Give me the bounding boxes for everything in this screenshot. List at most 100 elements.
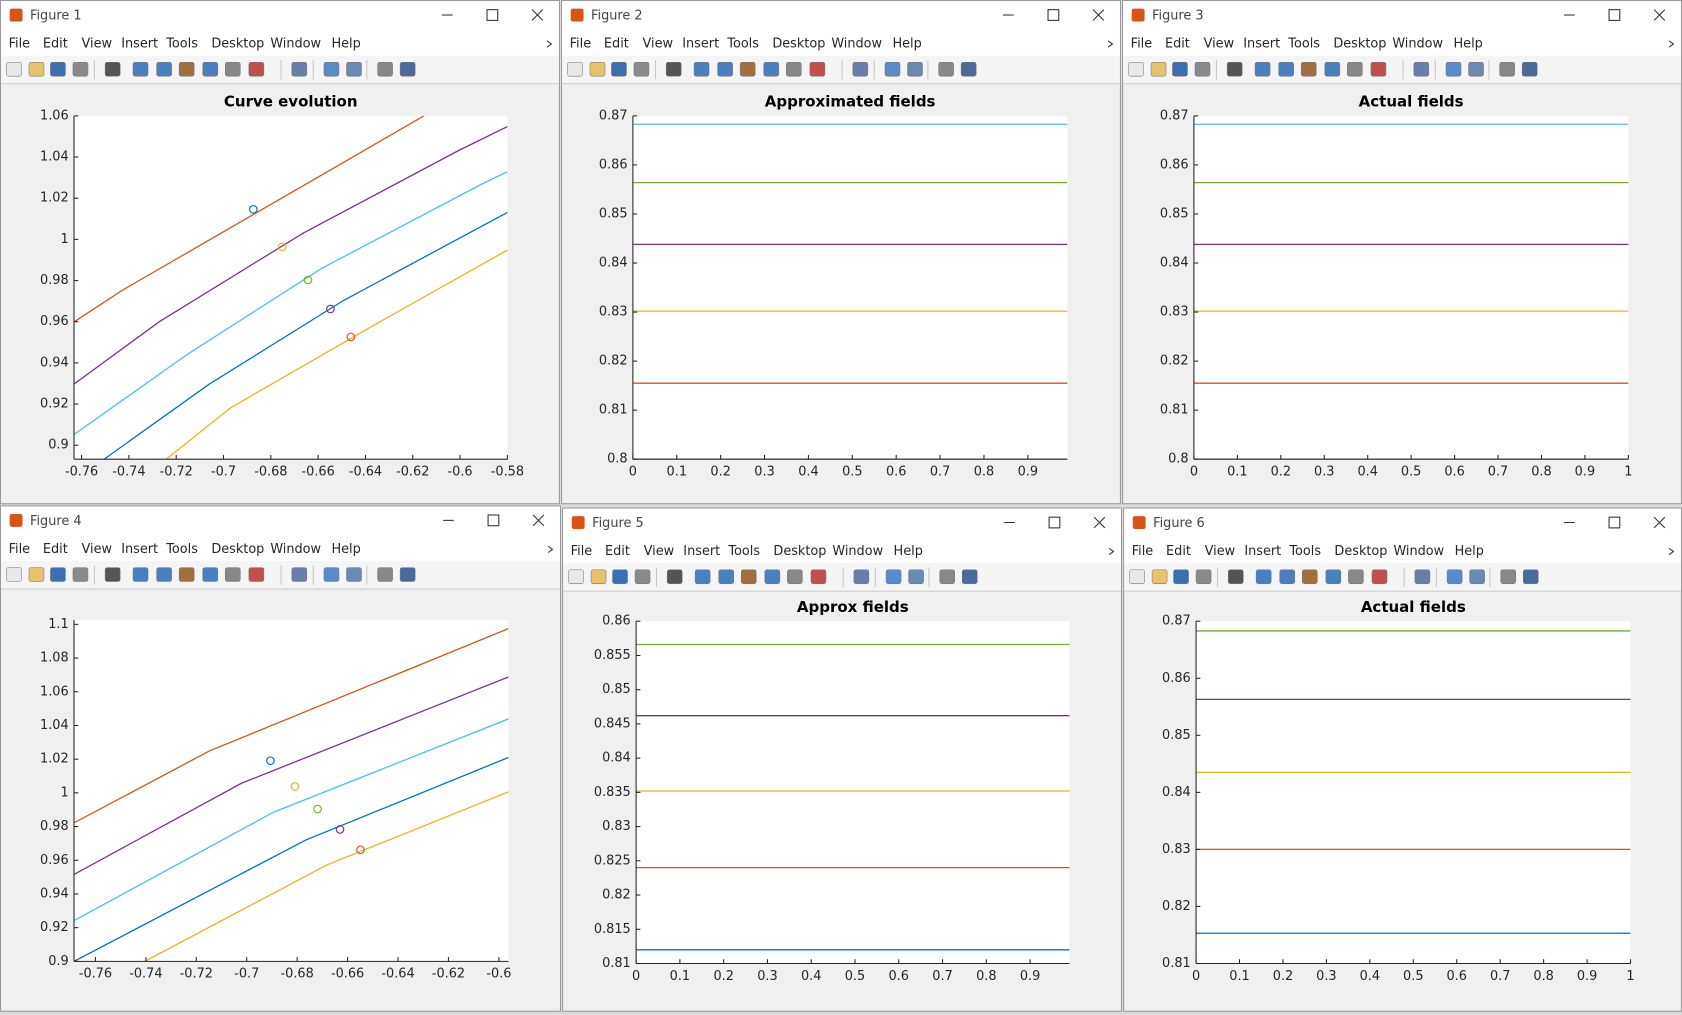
maximize-button[interactable] (487, 514, 500, 527)
close-button[interactable] (531, 9, 544, 21)
toolbar-button[interactable] (1129, 569, 1145, 584)
toolbar-button[interactable] (1195, 569, 1212, 584)
toolbar-button[interactable] (1173, 569, 1189, 584)
menu-item[interactable]: Window (1393, 544, 1444, 559)
toolbar-button[interactable] (718, 569, 734, 584)
toolbar-button[interactable] (1500, 569, 1516, 584)
toolbar-button[interactable] (1254, 61, 1271, 77)
menu-item[interactable]: Window (831, 36, 882, 51)
toolbar-button[interactable] (1226, 61, 1243, 77)
menu-item[interactable]: Window (832, 544, 883, 559)
toolbar-button[interactable] (323, 567, 340, 582)
toolbar-button[interactable] (399, 61, 416, 77)
menu-item[interactable]: Edit (43, 542, 68, 557)
menu-dock-arrow[interactable] (1107, 40, 1114, 48)
menu-item[interactable]: Edit (1166, 544, 1191, 559)
menu-dock-arrow[interactable] (1668, 547, 1675, 556)
toolbar-button[interactable] (346, 61, 362, 77)
maximize-button[interactable] (1048, 516, 1061, 529)
toolbar-button[interactable] (633, 61, 650, 77)
toolbar-button[interactable] (1279, 569, 1296, 584)
close-button[interactable] (1092, 9, 1105, 21)
toolbar-button[interactable] (787, 569, 803, 584)
toolbar-button[interactable] (852, 61, 869, 77)
menu-item[interactable]: Insert (683, 544, 720, 559)
toolbar-button[interactable] (399, 567, 416, 582)
toolbar-button[interactable] (50, 567, 66, 582)
toolbar-button[interactable] (1325, 569, 1342, 584)
menu-item[interactable]: File (571, 544, 593, 559)
menu-item[interactable]: Window (1392, 36, 1443, 51)
menu-item[interactable]: Edit (1165, 36, 1190, 51)
toolbar-button[interactable] (589, 61, 606, 77)
toolbar-button[interactable] (291, 61, 308, 77)
toolbar-button[interactable] (1255, 569, 1272, 584)
toolbar-button[interactable] (1151, 569, 1168, 584)
menu-item[interactable]: Tools (727, 544, 760, 559)
toolbar-button[interactable] (1324, 61, 1341, 77)
toolbar-button[interactable] (666, 569, 683, 584)
menu-item[interactable]: Help (1455, 544, 1484, 559)
menu-item[interactable]: Desktop (1334, 544, 1387, 559)
toolbar-button[interactable] (1445, 61, 1462, 77)
toolbar-button[interactable] (693, 61, 710, 77)
menu-item[interactable]: Help (331, 36, 360, 51)
toolbar-button[interactable] (248, 61, 265, 77)
menu-item[interactable]: Edit (605, 544, 630, 559)
toolbar-button[interactable] (740, 569, 757, 584)
menu-item[interactable]: Desktop (211, 36, 264, 51)
toolbar-button[interactable] (590, 569, 607, 584)
toolbar-button[interactable] (884, 61, 901, 77)
toolbar-button[interactable] (1499, 61, 1515, 77)
toolbar-button[interactable] (694, 569, 711, 584)
menu-item[interactable]: Window (270, 542, 321, 557)
toolbar-button[interactable] (907, 61, 923, 77)
toolbar-button[interactable] (132, 567, 149, 582)
menu-item[interactable]: Help (892, 36, 921, 51)
toolbar-button[interactable] (156, 61, 172, 77)
menu-item[interactable]: File (570, 36, 592, 51)
toolbar-button[interactable] (1194, 61, 1211, 77)
toolbar-button[interactable] (717, 61, 733, 77)
menu-dock-arrow[interactable] (547, 545, 554, 553)
toolbar-button[interactable] (1227, 569, 1244, 584)
toolbar-button[interactable] (611, 61, 627, 77)
menu-item[interactable]: Help (894, 544, 923, 559)
toolbar-button[interactable] (323, 61, 340, 77)
maximize-button[interactable] (1608, 516, 1621, 529)
toolbar-button[interactable] (291, 567, 308, 582)
toolbar-button[interactable] (1278, 61, 1294, 77)
toolbar-button[interactable] (1468, 61, 1484, 77)
toolbar-button[interactable] (156, 567, 172, 582)
toolbar-button[interactable] (960, 61, 977, 77)
toolbar-button[interactable] (72, 567, 89, 582)
toolbar-button[interactable] (1371, 569, 1388, 584)
menu-item[interactable]: Insert (1243, 36, 1280, 51)
menu-item[interactable]: Tools (165, 542, 198, 557)
toolbar-button[interactable] (809, 61, 826, 77)
menu-item[interactable]: View (1204, 36, 1235, 51)
toolbar-button[interactable] (377, 567, 393, 582)
toolbar-button[interactable] (634, 569, 651, 584)
menu-item[interactable]: File (1131, 36, 1153, 51)
maximize-button[interactable] (1047, 9, 1060, 21)
toolbar-button[interactable] (665, 61, 682, 77)
toolbar-button[interactable] (1301, 569, 1318, 584)
toolbar-button[interactable] (853, 569, 870, 584)
menu-item[interactable]: Help (1454, 36, 1483, 51)
toolbar-button[interactable] (763, 61, 780, 77)
toolbar-button[interactable] (248, 567, 265, 582)
menu-item[interactable]: Desktop (211, 542, 264, 557)
menu-item[interactable]: File (1132, 544, 1154, 559)
toolbar-button[interactable] (1128, 61, 1144, 77)
menu-item[interactable]: Edit (604, 36, 629, 51)
close-button[interactable] (1653, 516, 1666, 529)
menu-item[interactable]: Desktop (772, 36, 825, 51)
toolbar-button[interactable] (1522, 569, 1539, 584)
toolbar-button[interactable] (612, 569, 628, 584)
toolbar-button[interactable] (810, 569, 827, 584)
toolbar-button[interactable] (377, 61, 393, 77)
toolbar-button[interactable] (28, 567, 45, 582)
menu-item[interactable]: Tools (1288, 544, 1321, 559)
toolbar-button[interactable] (1347, 61, 1363, 77)
